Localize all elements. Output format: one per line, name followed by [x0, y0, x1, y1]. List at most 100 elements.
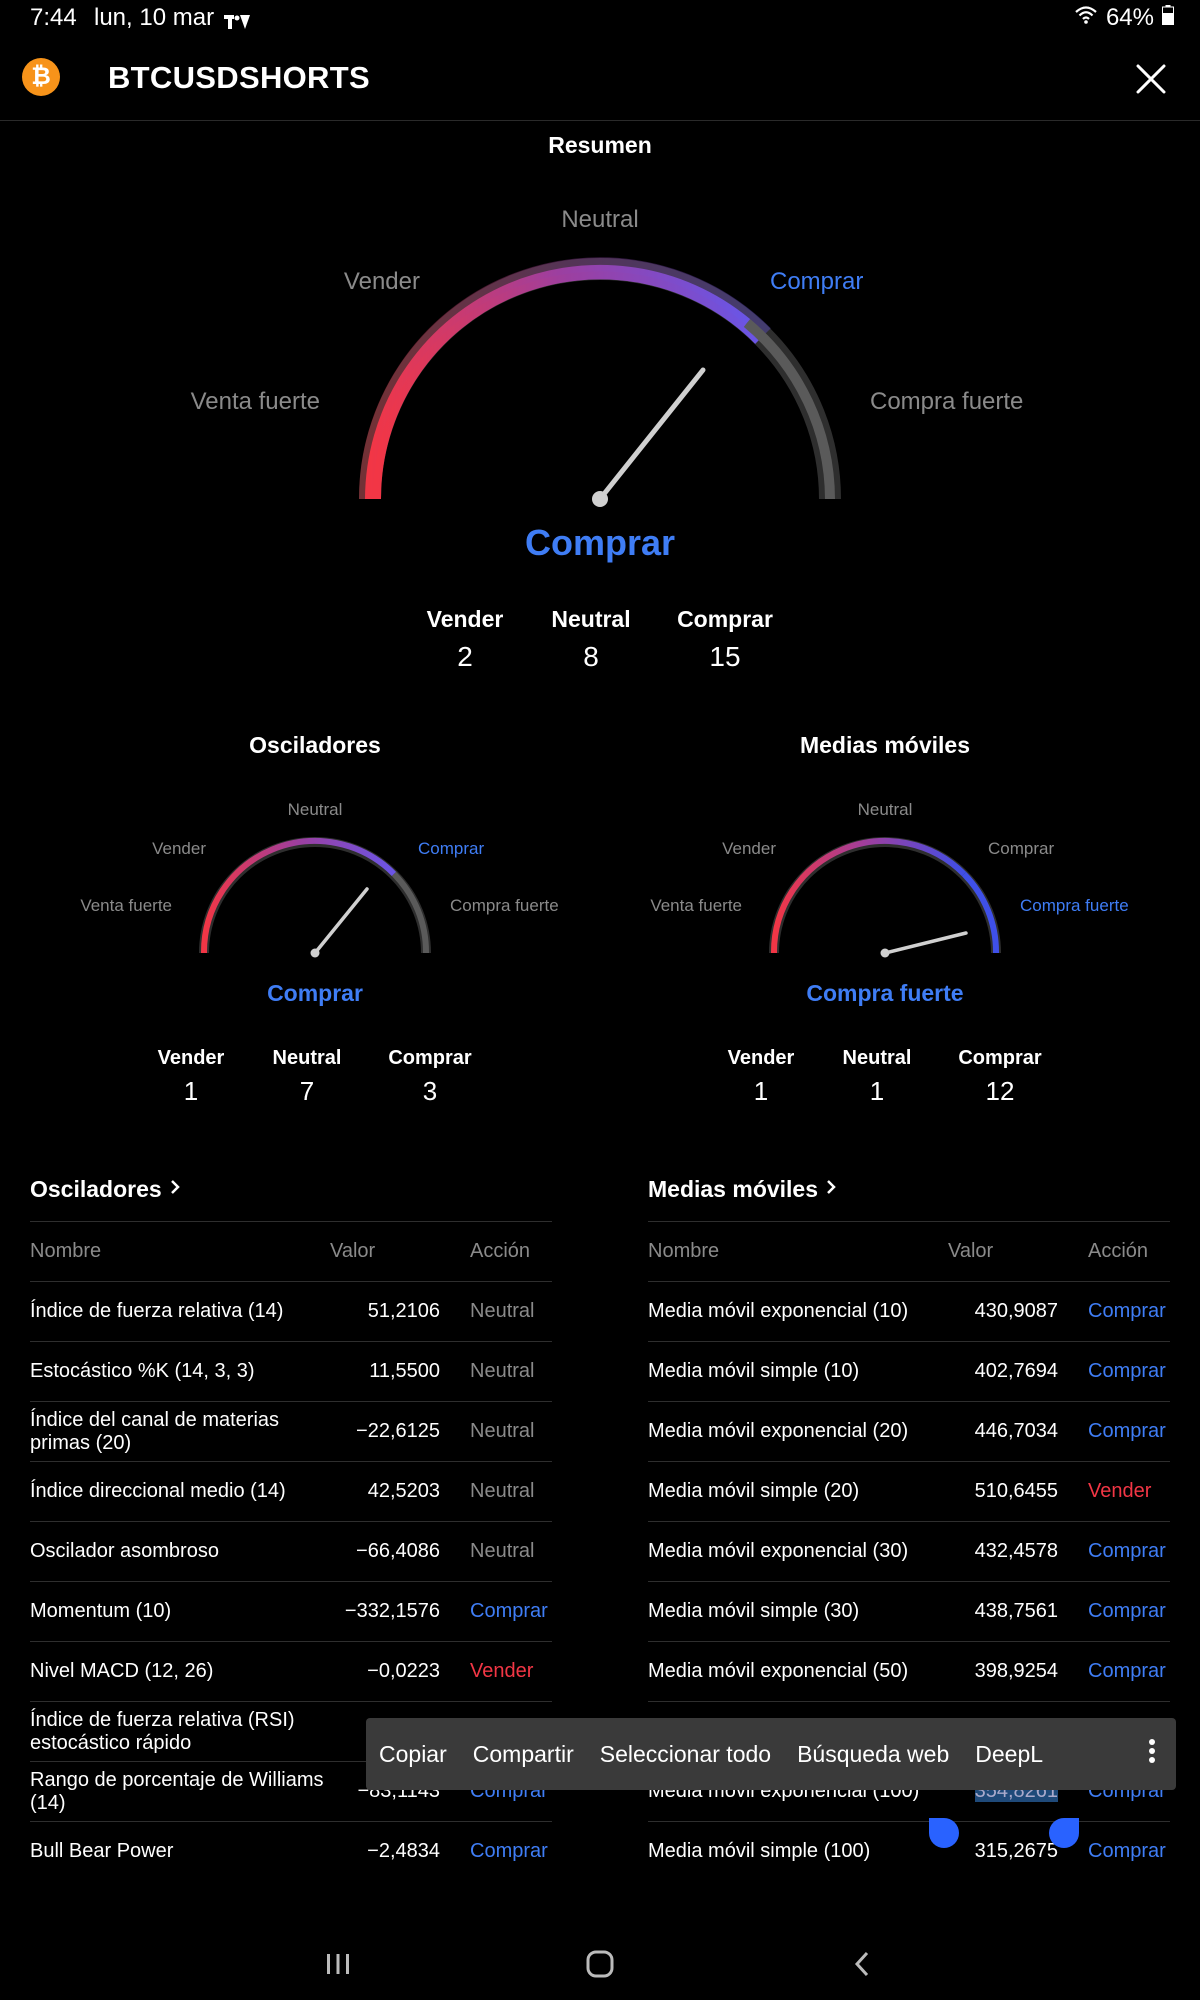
row-name: Momentum (10): [30, 1581, 330, 1642]
table-row[interactable]: Índice direccional medio (14) 42,5203 Neut…: [30, 1461, 552, 1522]
summary-gauge: [358, 257, 841, 507]
menu-copy[interactable]: Copiar: [379, 1740, 447, 1767]
table-row[interactable]: Media móvil exponencial (20) 446,7034 Comp…: [648, 1401, 1170, 1462]
close-icon[interactable]: [1132, 60, 1170, 98]
row-value: 42,5203: [330, 1461, 462, 1522]
table-row[interactable]: Media móvil simple (30) 438,7561 Comprar: [648, 1581, 1170, 1642]
row-action: Comprar: [1080, 1281, 1170, 1342]
wifi-icon: [1074, 4, 1098, 32]
osc-label-buy: Comprar: [418, 839, 485, 858]
table-row[interactable]: Estocástico %K (14, 3, 3) 11,5500 Neutral: [30, 1341, 552, 1402]
symbol-title: BTCUSDSHORTS: [108, 60, 370, 95]
col-header-action: Acción: [1080, 1221, 1170, 1282]
table-row[interactable]: Media móvil exponencial (10) 430,9087 Comp…: [648, 1281, 1170, 1342]
table-row[interactable]: Media móvil simple (20) 510,6455 Vender: [648, 1461, 1170, 1522]
recents-icon[interactable]: [324, 1952, 352, 1981]
selection-handle-end[interactable]: [1049, 1818, 1079, 1848]
table-row[interactable]: Media móvil exponencial (30) 432,4578 Comp…: [648, 1521, 1170, 1582]
status-time: 7:44: [30, 4, 77, 31]
row-value: 315,2675: [948, 1821, 1080, 1881]
row-value: −22,6125: [330, 1401, 462, 1462]
row-value: 446,7034: [948, 1401, 1080, 1462]
row-action: Comprar: [1080, 1641, 1170, 1702]
summary-label-strong-sell: Venta fuerte: [190, 388, 320, 415]
col-header-name: Nombre: [648, 1221, 948, 1282]
oscillators-table-link[interactable]: Osciladores: [30, 1176, 182, 1203]
oscillators-gauge-title: Osciladores: [249, 732, 381, 758]
oscillators-gauge: [199, 837, 431, 958]
col-header-value: Valor: [948, 1221, 1080, 1282]
row-action: Neutral: [462, 1521, 552, 1582]
osc-count-sell: Vender 1: [157, 1047, 225, 1106]
ma-label-strong-sell: Venta fuerte: [650, 896, 742, 915]
selection-handle-start[interactable]: [929, 1818, 959, 1848]
summary-needle: [597, 367, 706, 502]
app-header: ₿ BTCUSDSHORTS: [0, 38, 1200, 121]
status-bar: 7:44 lun, 10 mar 64%: [0, 0, 1200, 36]
ma-count-buy: Comprar 12: [958, 1047, 1042, 1106]
back-icon[interactable]: [852, 1950, 872, 1983]
home-icon[interactable]: [585, 1950, 615, 1983]
oscillators-gauge-result: Comprar: [267, 980, 363, 1006]
summary-count-sell: Vender 2: [426, 606, 504, 672]
menu-share[interactable]: Compartir: [472, 1740, 574, 1767]
row-action: Comprar: [1080, 1821, 1170, 1881]
table-row[interactable]: Media móvil exponencial (50) 398,9254 Comp…: [648, 1641, 1170, 1702]
table-row[interactable]: Rango de porcentaje de Williams (14) −83,…: [30, 1761, 552, 1822]
row-name: Media móvil exponencial (50): [648, 1641, 948, 1702]
table-row[interactable]: Nivel MACD (12, 26) −0,0223 Vender: [30, 1641, 552, 1702]
menu-deepl[interactable]: DeepL: [975, 1740, 1044, 1767]
row-action: Vender: [1080, 1461, 1170, 1522]
ma-label-strong-buy: Compra fuerte: [1020, 896, 1129, 915]
table-row[interactable]: Media móvil simple (10) 402,7694 Comprar: [648, 1341, 1170, 1402]
oscillators-needle: [313, 887, 369, 955]
osc-count-buy: Comprar 3: [388, 1047, 472, 1106]
row-name: Índice direccional medio (14): [30, 1461, 330, 1522]
table-row[interactable]: Bull Bear Power −2,4834 Comprar: [30, 1821, 552, 1881]
row-action: Neutral: [462, 1341, 552, 1402]
menu-select-all[interactable]: Seleccionar todo: [599, 1740, 772, 1767]
table-row[interactable]: Índice de fuerza relativa (14) 51,2106 Neu…: [30, 1281, 552, 1342]
more-vert-icon[interactable]: [1135, 1738, 1176, 1770]
ma-table-container: Nombre Valor Acción Media móvil exponenc…: [648, 1221, 1170, 1929]
ma-gauge-title: Medias móviles: [799, 732, 971, 758]
row-name: Media móvil exponencial (20): [648, 1401, 948, 1462]
table-row[interactable]: Índice del canal de materias primas (20)…: [30, 1401, 552, 1462]
ma-label-sell: Vender: [722, 839, 776, 858]
row-value: −66,4086: [330, 1521, 462, 1582]
table-row[interactable]: Oscilador asombroso −66,4086 Neutral: [30, 1521, 552, 1582]
summary-count-buy: Comprar 15: [677, 606, 773, 672]
table-row[interactable]: Momentum (10) −332,1576 Comprar: [30, 1581, 552, 1642]
row-action: Comprar: [462, 1581, 552, 1642]
menu-web-search[interactable]: Búsqueda web: [797, 1740, 950, 1767]
row-name: Bull Bear Power: [30, 1821, 330, 1881]
ma-gauge: [769, 837, 1001, 958]
row-name: Media móvil simple (30): [648, 1581, 948, 1642]
summary-result: Comprar: [524, 522, 676, 563]
ma-gauge-result: Compra fuerte: [806, 980, 964, 1006]
chevron-right-icon: [168, 1177, 182, 1202]
row-value: −0,0223: [330, 1641, 462, 1702]
row-action: Comprar: [1080, 1521, 1170, 1582]
system-nav-bar: [0, 1930, 1200, 2000]
row-value: 398,9254: [948, 1641, 1080, 1702]
row-action: Neutral: [462, 1461, 552, 1522]
table-row[interactable]: Media móvil simple (100) 315,2675 Comprar: [648, 1821, 1170, 1881]
summary-count-neutral: Neutral 8: [551, 606, 631, 672]
row-value: 432,4578: [948, 1521, 1080, 1582]
ma-table-link[interactable]: Medias móviles: [648, 1176, 838, 1203]
row-name: Media móvil exponencial (10): [648, 1281, 948, 1342]
oscillators-table: Nombre Valor Acción Índice de fuerza rel…: [30, 1221, 552, 1881]
chevron-right-icon: [824, 1177, 838, 1202]
osc-label-strong-buy: Compra fuerte: [450, 896, 559, 915]
summary-label-strong-buy: Compra fuerte: [870, 388, 1024, 415]
row-action: Comprar: [1080, 1341, 1170, 1402]
row-value: 430,9087: [948, 1281, 1080, 1342]
row-name: Media móvil simple (20): [648, 1461, 948, 1522]
row-action: Comprar: [462, 1821, 552, 1881]
osc-count-neutral: Neutral 7: [272, 1047, 342, 1106]
row-value: 51,2106: [330, 1281, 462, 1342]
row-value: 11,5500: [330, 1341, 462, 1402]
row-action: Comprar: [1080, 1581, 1170, 1642]
osc-label-neutral: Neutral: [287, 800, 343, 819]
